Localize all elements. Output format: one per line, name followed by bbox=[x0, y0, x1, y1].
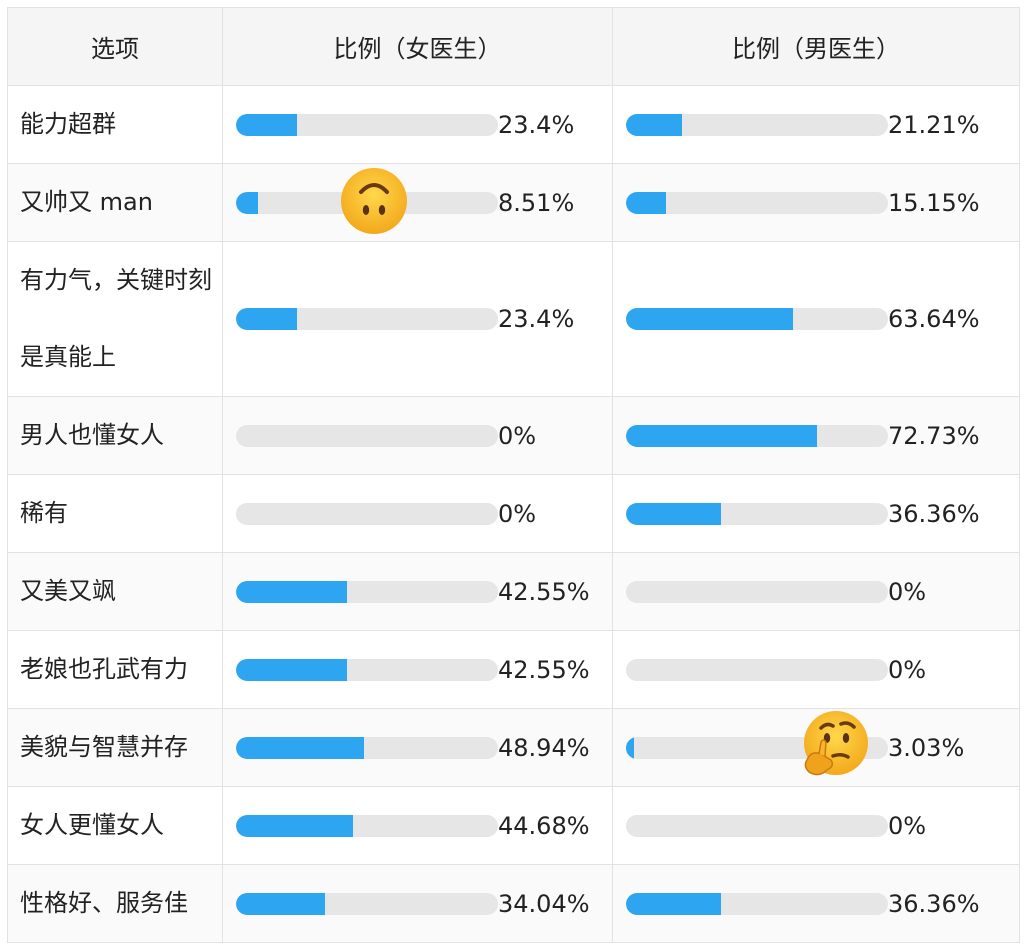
male-progress-bar bbox=[626, 814, 888, 837]
table-row: 有力气，关键时刻是真能上 23.4% 63.64% bbox=[7, 241, 1020, 397]
male-percent-label: 0% bbox=[888, 577, 927, 606]
female-percent-label: 0% bbox=[498, 421, 537, 450]
option-label: 男人也懂女人 bbox=[7, 396, 223, 475]
male-ratio-cell: 36.36% bbox=[612, 864, 1020, 943]
female-ratio-cell: 0% bbox=[222, 396, 613, 475]
female-ratio-cell: 42.55% bbox=[222, 630, 613, 709]
table-row: 女人更懂女人 44.68% 0% bbox=[7, 786, 1020, 865]
option-label: 又美又飒 bbox=[7, 552, 223, 631]
option-label: 女人更懂女人 bbox=[7, 786, 223, 865]
header-female: 比例（女医生） bbox=[222, 7, 613, 86]
option-label: 性格好、服务佳 bbox=[7, 864, 223, 943]
male-ratio-cell: 0% bbox=[612, 786, 1020, 865]
male-progress-fill bbox=[626, 892, 722, 915]
option-label: 能力超群 bbox=[7, 85, 223, 164]
table-body: 能力超群 23.4% 21.21% 又帅又 man 8.51% 15.15% 有力气，关键时… bbox=[7, 85, 1020, 943]
female-progress-fill bbox=[236, 580, 348, 603]
male-ratio-cell: 0% bbox=[612, 552, 1020, 631]
female-progress-fill bbox=[236, 308, 298, 330]
female-percent-label: 42.55% bbox=[498, 655, 590, 684]
male-progress-fill bbox=[626, 308, 793, 330]
option-label: 老娘也孔武有力 bbox=[7, 630, 223, 709]
header-male: 比例（男医生） bbox=[612, 7, 1020, 86]
male-progress-bar bbox=[626, 502, 888, 525]
header-row: 选项 比例（女医生） 比例（男医生） bbox=[7, 7, 1020, 86]
female-progress-bar bbox=[236, 424, 498, 447]
male-ratio-cell: 63.64% bbox=[612, 241, 1020, 397]
female-ratio-cell: 44.68% bbox=[222, 786, 613, 865]
male-ratio-cell: 72.73% bbox=[612, 396, 1020, 475]
male-ratio-cell: 36.36% bbox=[612, 474, 1020, 553]
female-percent-label: 34.04% bbox=[498, 889, 590, 918]
option-label: 又帅又 man bbox=[7, 163, 223, 242]
female-progress-fill bbox=[236, 892, 326, 915]
female-progress-bar bbox=[236, 308, 498, 330]
female-progress-fill bbox=[236, 113, 298, 136]
upside-down-face-icon bbox=[341, 168, 407, 234]
female-ratio-cell: 23.4% bbox=[222, 241, 613, 397]
male-percent-label: 21.21% bbox=[888, 110, 980, 139]
option-label: 有力气，关键时刻是真能上 bbox=[7, 241, 223, 397]
female-progress-fill bbox=[236, 658, 348, 681]
male-progress-fill bbox=[626, 502, 722, 525]
female-percent-label: 48.94% bbox=[498, 733, 590, 762]
thinking-face-icon bbox=[804, 711, 868, 776]
male-progress-bar bbox=[626, 308, 888, 330]
male-progress-fill bbox=[626, 424, 817, 447]
female-ratio-cell: 42.55% bbox=[222, 552, 613, 631]
option-label: 稀有 bbox=[7, 474, 223, 553]
female-ratio-cell: 8.51% bbox=[222, 163, 613, 242]
male-percent-label: 72.73% bbox=[888, 421, 980, 450]
header-option: 选项 bbox=[7, 7, 223, 86]
male-progress-bar bbox=[626, 892, 888, 915]
male-progress-bar bbox=[626, 658, 888, 681]
table-row: 男人也懂女人 0% 72.73% bbox=[7, 396, 1020, 475]
female-progress-bar bbox=[236, 658, 498, 681]
female-percent-label: 42.55% bbox=[498, 577, 590, 606]
female-progress-bar bbox=[236, 736, 498, 759]
male-percent-label: 0% bbox=[888, 655, 927, 684]
female-percent-label: 23.4% bbox=[498, 305, 575, 333]
male-percent-label: 0% bbox=[888, 811, 927, 840]
male-percent-label: 36.36% bbox=[888, 889, 980, 918]
female-progress-bar bbox=[236, 814, 498, 837]
table-row: 稀有 0% 36.36% bbox=[7, 474, 1020, 553]
male-progress-bar bbox=[626, 424, 888, 447]
male-ratio-cell: 15.15% bbox=[612, 163, 1020, 242]
male-percent-label: 36.36% bbox=[888, 499, 980, 528]
male-progress-fill bbox=[626, 113, 682, 136]
table-row: 能力超群 23.4% 21.21% bbox=[7, 85, 1020, 164]
option-label: 美貌与智慧并存 bbox=[7, 708, 223, 787]
survey-table: 选项 比例（女医生） 比例（男医生） 能力超群 23.4% 21.21% 又帅又 ma… bbox=[7, 7, 1020, 943]
male-percent-label: 15.15% bbox=[888, 188, 980, 217]
female-ratio-cell: 0% bbox=[222, 474, 613, 553]
male-percent-label: 63.64% bbox=[888, 305, 980, 333]
female-progress-bar bbox=[236, 502, 498, 525]
table-row: 性格好、服务佳 34.04% 36.36% bbox=[7, 864, 1020, 943]
female-progress-bar bbox=[236, 580, 498, 603]
female-progress-bar bbox=[236, 113, 498, 136]
female-ratio-cell: 23.4% bbox=[222, 85, 613, 164]
male-progress-bar bbox=[626, 191, 888, 214]
female-percent-label: 8.51% bbox=[498, 188, 575, 217]
female-percent-label: 44.68% bbox=[498, 811, 590, 840]
female-progress-fill bbox=[236, 736, 365, 759]
female-ratio-cell: 48.94% bbox=[222, 708, 613, 787]
male-ratio-cell: 21.21% bbox=[612, 85, 1020, 164]
male-progress-fill bbox=[626, 191, 666, 214]
table-row: 老娘也孔武有力 42.55% 0% bbox=[7, 630, 1020, 709]
male-ratio-cell: 0% bbox=[612, 630, 1020, 709]
female-ratio-cell: 34.04% bbox=[222, 864, 613, 943]
table-row: 又帅又 man 8.51% 15.15% bbox=[7, 163, 1020, 242]
female-percent-label: 0% bbox=[498, 499, 537, 528]
male-progress-bar bbox=[626, 580, 888, 603]
female-progress-bar bbox=[236, 892, 498, 915]
male-progress-fill bbox=[626, 736, 634, 759]
male-percent-label: 3.03% bbox=[888, 733, 965, 762]
table-row: 又美又飒 42.55% 0% bbox=[7, 552, 1020, 631]
female-progress-fill bbox=[236, 814, 354, 837]
female-progress-fill bbox=[236, 191, 259, 214]
male-progress-bar bbox=[626, 113, 888, 136]
female-percent-label: 23.4% bbox=[498, 110, 575, 139]
